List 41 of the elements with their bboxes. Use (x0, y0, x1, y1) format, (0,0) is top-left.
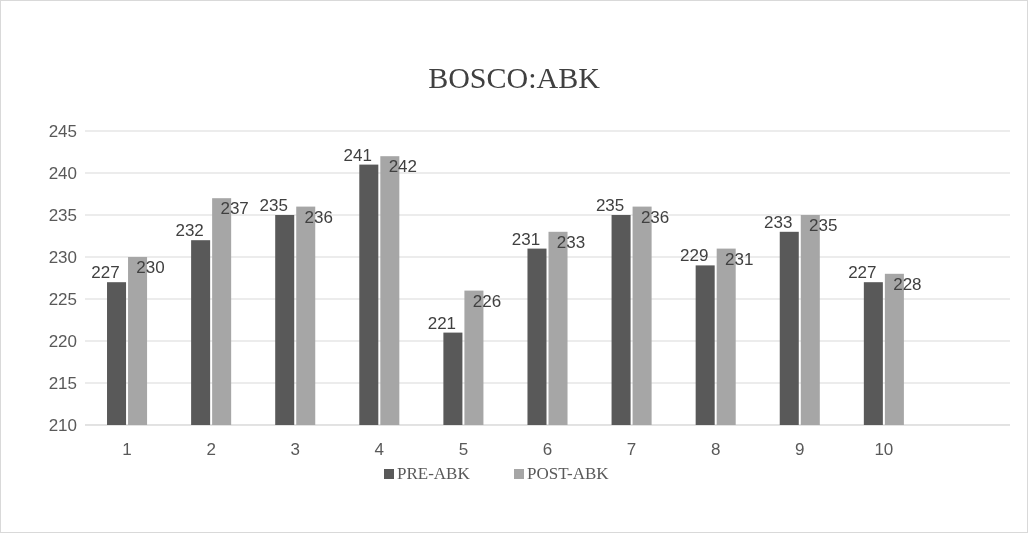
data-label: 230 (136, 258, 165, 277)
x-tick-label: 7 (626, 440, 637, 459)
data-label: 236 (640, 207, 670, 227)
legend-label: POST-ABK (527, 464, 610, 483)
data-label: 233 (764, 212, 793, 232)
data-label: 236 (304, 207, 333, 227)
data-label: 232 (175, 221, 204, 241)
y-tick-label: 235 (48, 206, 77, 225)
x-tick-label: 9 (795, 440, 805, 459)
y-tick-label: 215 (48, 374, 77, 393)
data-label: 227 (91, 263, 120, 283)
data-label: 221 (427, 313, 457, 333)
x-tick-label: 3 (290, 440, 300, 459)
data-label: 241 (343, 145, 372, 165)
data-label: 235 (595, 196, 625, 215)
data-label: 235 (259, 196, 288, 215)
data-label: 233 (556, 232, 586, 252)
x-tick-label: 2 (206, 440, 216, 459)
y-tick-label: 210 (48, 416, 77, 435)
data-label: 237 (220, 199, 249, 219)
y-tick-label: 240 (48, 164, 77, 183)
y-tick-label: 245 (48, 122, 77, 141)
data-label: 235 (809, 216, 838, 235)
x-tick-label: 4 (374, 440, 385, 459)
data-label: 226 (472, 291, 502, 311)
x-tick-label: 6 (542, 440, 553, 459)
data-label: 229 (679, 246, 709, 266)
y-tick-label: 220 (48, 332, 77, 351)
data-label: 231 (725, 249, 754, 269)
x-tick-label: 8 (710, 440, 721, 459)
chart-title: BOSCO:ABK (428, 61, 601, 94)
data-label: 228 (893, 274, 922, 294)
legend-label: PRE-ABK (397, 464, 471, 483)
x-tick-label: 5 (458, 440, 469, 459)
x-tick-label: 1 (122, 440, 132, 459)
data-label: 242 (388, 157, 418, 177)
y-tick-label: 225 (48, 290, 77, 309)
data-label: 231 (511, 229, 541, 249)
data-label: 227 (848, 263, 877, 283)
x-tick-label: 10 (874, 440, 894, 459)
y-tick-label: 230 (48, 248, 77, 267)
